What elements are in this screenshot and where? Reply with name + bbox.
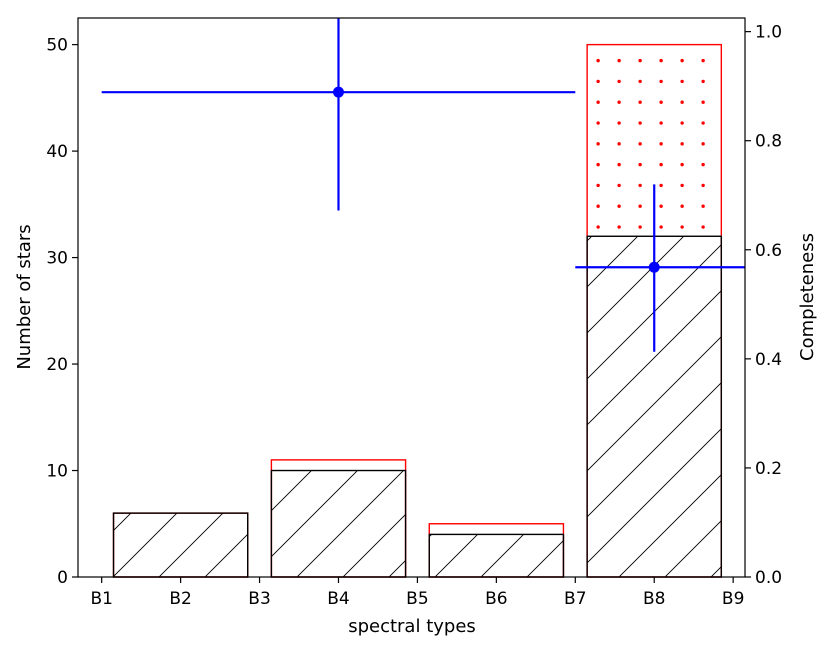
- y-right-tick-label: 0.4: [755, 350, 782, 370]
- bar-dot: [617, 100, 621, 104]
- bar-dot: [659, 225, 663, 229]
- y-left-tick-label: 30: [46, 249, 68, 269]
- y-right-tick-label: 0.0: [755, 568, 782, 588]
- y-axis-right-label: Completeness: [797, 233, 818, 361]
- bar-dot: [596, 204, 600, 208]
- bar-dot: [659, 162, 663, 167]
- plot-frame: [77, 17, 746, 578]
- bar-dot: [680, 121, 684, 125]
- bar-dot: [701, 79, 705, 84]
- y-left-tick-label: 10: [46, 462, 68, 482]
- y-left-tick-label: 40: [46, 142, 68, 162]
- bar-dot: [638, 142, 642, 146]
- y-axis-left: 0 10 20 30 40 50: [46, 36, 78, 588]
- x-tick-label: B2: [169, 589, 191, 609]
- x-tick-label: B6: [485, 589, 507, 609]
- y-left-tick-label: 50: [46, 36, 68, 56]
- x-tick-label: B9: [722, 589, 744, 609]
- y-axis-left-label: Number of stars: [14, 224, 35, 369]
- bar-dot: [680, 142, 684, 146]
- bar-dot: [680, 225, 684, 229]
- completeness-point-2: [648, 261, 660, 273]
- completeness-layer: [101, 18, 745, 352]
- bar-dot: [659, 121, 663, 125]
- bar-dot: [701, 162, 705, 167]
- bar-dots-4: [596, 58, 705, 229]
- bar-dot: [701, 225, 705, 229]
- bar-dot: [596, 100, 600, 104]
- completeness-point-1: [332, 86, 344, 98]
- y-left-tick-label: 20: [46, 355, 68, 375]
- bar-dot: [701, 100, 705, 104]
- x-tick-label: B3: [248, 589, 270, 609]
- bar-dot: [659, 142, 663, 146]
- bar-dot: [701, 183, 705, 188]
- bar-dot: [701, 204, 705, 208]
- x-tick-label: B7: [564, 589, 586, 609]
- x-tick-label: B5: [406, 589, 428, 609]
- bar-dot: [680, 204, 684, 208]
- bar-dot: [617, 183, 621, 188]
- bar-inner-1: [112, 512, 249, 578]
- bar-dot: [680, 58, 684, 63]
- bar-dot: [638, 121, 642, 125]
- bars-layer: [112, 43, 723, 578]
- bar-dot: [680, 183, 684, 188]
- y-axis-right: 0.0 0.2 0.4 0.6 0.8 1.0: [745, 23, 782, 588]
- bar-dot: [596, 58, 600, 63]
- bar-dot: [638, 183, 642, 188]
- bar-dot: [680, 79, 684, 84]
- bar-dot: [701, 142, 705, 146]
- bar-inner-3: [428, 533, 565, 578]
- bar-dot: [659, 79, 663, 84]
- bar-dot: [617, 58, 621, 63]
- y-right-tick-label: 1.0: [755, 23, 782, 43]
- bar-dot: [617, 204, 621, 208]
- x-axis-label: spectral types: [348, 616, 476, 637]
- bar-dot: [680, 162, 684, 167]
- bar-dot: [596, 225, 600, 229]
- bar-dot: [638, 225, 642, 229]
- bar-dot: [617, 79, 621, 84]
- x-tick-label: B4: [327, 589, 349, 609]
- bar-dot: [659, 58, 663, 63]
- bar-dot: [701, 121, 705, 125]
- bar-dot: [638, 100, 642, 104]
- bar-dot: [638, 162, 642, 167]
- bar-dot: [596, 183, 600, 188]
- bar-dot: [659, 183, 663, 188]
- x-tick-label: B8: [643, 589, 665, 609]
- y-right-tick-label: 0.6: [755, 241, 782, 261]
- bar-inner-2: [270, 469, 407, 578]
- bar-dot: [596, 79, 600, 84]
- bar-dot: [659, 204, 663, 208]
- y-right-tick-label: 0.8: [755, 132, 782, 152]
- x-axis: B1 B2 B3 B4 B5 B6 B7 B8 B9: [90, 577, 744, 609]
- y-right-tick-label: 0.2: [755, 459, 782, 479]
- bar-dot: [617, 162, 621, 167]
- bar-dot: [596, 142, 600, 146]
- bar-dot: [659, 100, 663, 104]
- bar-dot: [596, 121, 600, 125]
- bar-dot: [638, 58, 642, 63]
- x-tick-label: B1: [90, 589, 112, 609]
- bar-dot: [701, 58, 705, 63]
- bar-dot: [638, 204, 642, 208]
- y-left-tick-label: 0: [57, 568, 68, 588]
- bar-dot: [596, 162, 600, 167]
- bar-dot: [617, 225, 621, 229]
- bar-dot: [638, 79, 642, 84]
- bar-dot: [617, 121, 621, 125]
- bar-dot: [680, 100, 684, 104]
- bar-dot: [617, 142, 621, 146]
